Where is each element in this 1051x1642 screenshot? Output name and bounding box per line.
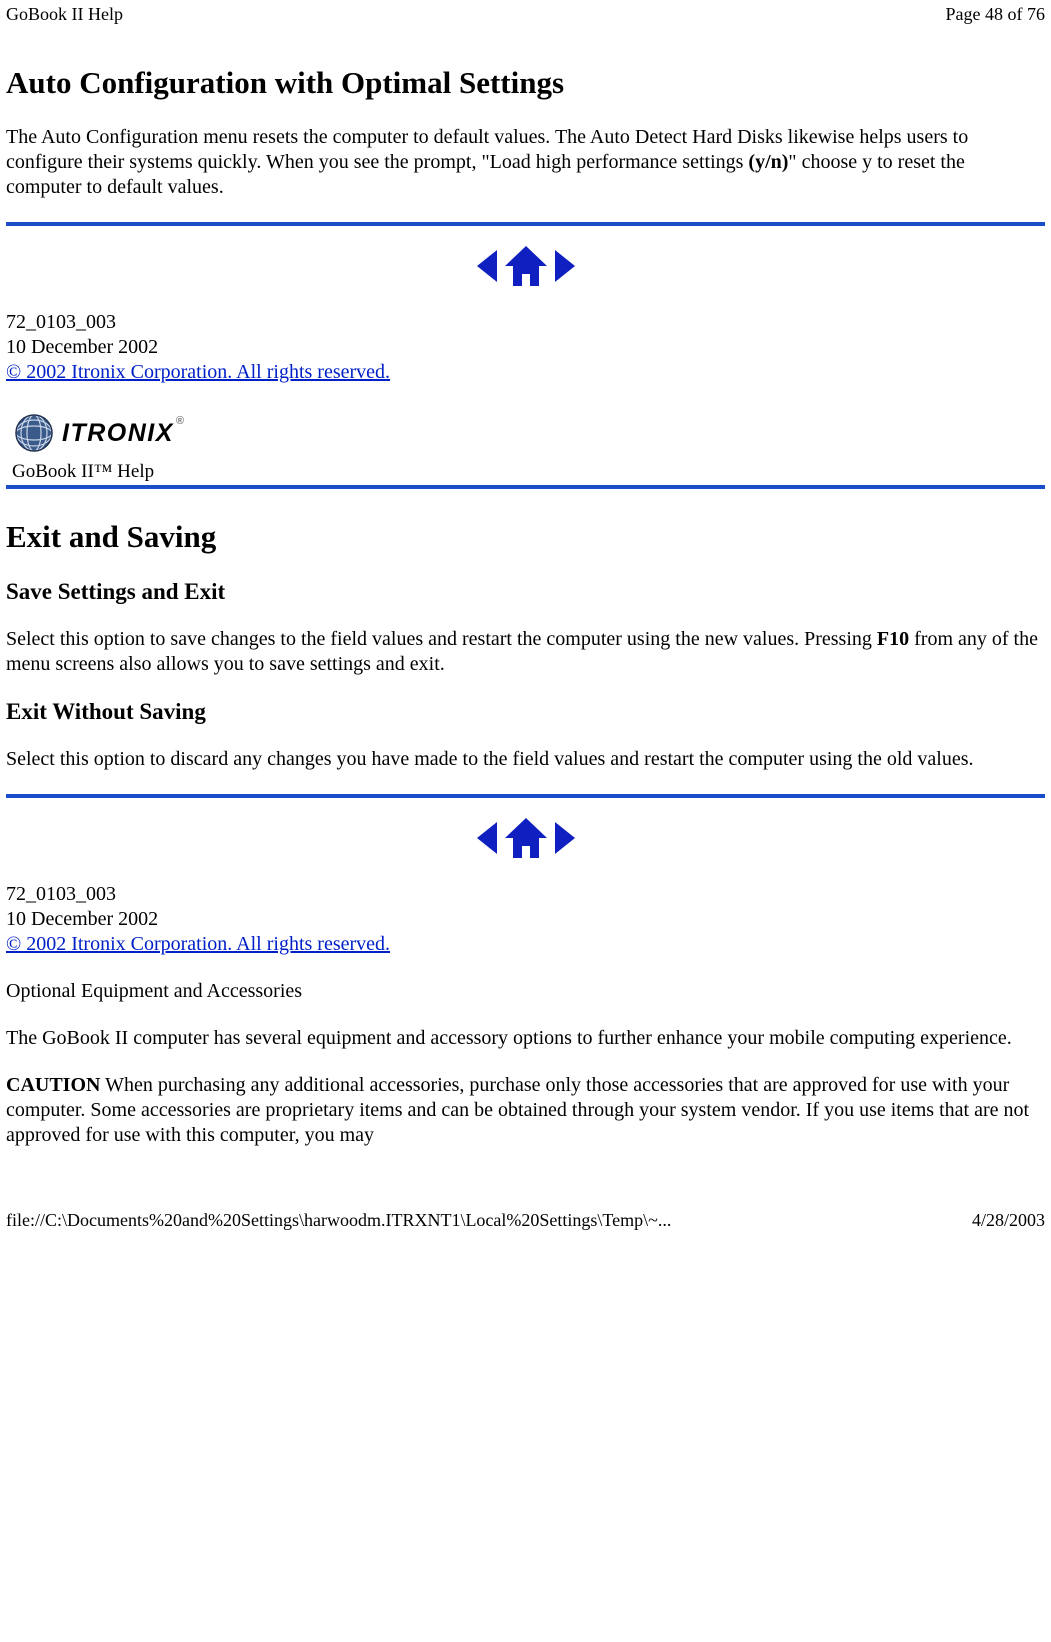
optional-equipment-paragraph: The GoBook II computer has several equip… [6,1026,1045,1051]
divider [6,485,1045,489]
auto-config-paragraph: The Auto Configuration menu resets the c… [6,125,1045,200]
nav-icons [6,816,1045,860]
help-label: GoBook II™ Help [6,457,192,485]
save-settings-paragraph: Select this option to save changes to th… [6,627,1045,677]
doc-date: 10 December 2002 [6,335,1045,360]
optional-equipment-title: Optional Equipment and Accessories [6,979,1045,1004]
logo-brand: ITRONIX [62,419,174,447]
save-f10: F10 [877,628,909,650]
auto-config-yn: (y/n) [748,151,788,173]
exit-without-saving-paragraph: Select this option to discard any change… [6,747,1045,772]
home-icon[interactable] [505,818,547,858]
nav-svg [471,244,581,288]
copyright-link[interactable]: © 2002 Itronix Corporation. All rights r… [6,361,390,383]
save-settings-subtitle: Save Settings and Exit [6,579,1045,605]
logo-block: ITRONIX® GoBook II™ Help [6,413,1045,489]
footer-left: file://C:\Documents%20and%20Settings\har… [6,1210,671,1231]
caution-label: CAUTION [6,1074,100,1096]
next-arrow-icon[interactable] [555,250,575,282]
footer-right: 4/28/2003 [972,1210,1045,1231]
page-footer: file://C:\Documents%20and%20Settings\har… [6,1170,1045,1237]
exit-without-saving-subtitle: Exit Without Saving [6,699,1045,725]
next-arrow-icon[interactable] [555,822,575,854]
logo-brand-text: ITRONIX® [62,419,184,448]
caution-paragraph: CAUTION When purchasing any additional a… [6,1073,1045,1148]
prev-arrow-icon[interactable] [477,250,497,282]
home-icon[interactable] [505,246,547,286]
caution-text: When purchasing any additional accessori… [6,1074,1029,1146]
page-header: GoBook II Help Page 48 of 76 [6,0,1045,65]
header-right: Page 48 of 76 [946,4,1045,25]
copyright-link[interactable]: © 2002 Itronix Corporation. All rights r… [6,933,390,955]
nav-svg [471,816,581,860]
globe-icon [14,413,54,453]
doc-date: 10 December 2002 [6,907,1045,932]
logo-reg: ® [176,415,186,427]
doc-id: 72_0103_003 [6,310,1045,335]
save-text-a: Select this option to save changes to th… [6,628,877,650]
divider [6,222,1045,226]
nav-icons [6,244,1045,288]
doc-id: 72_0103_003 [6,882,1045,907]
section-exit-saving-title: Exit and Saving [6,519,1045,555]
header-left: GoBook II Help [6,4,123,25]
prev-arrow-icon[interactable] [477,822,497,854]
divider [6,794,1045,798]
section-auto-config-title: Auto Configuration with Optimal Settings [6,65,1045,101]
